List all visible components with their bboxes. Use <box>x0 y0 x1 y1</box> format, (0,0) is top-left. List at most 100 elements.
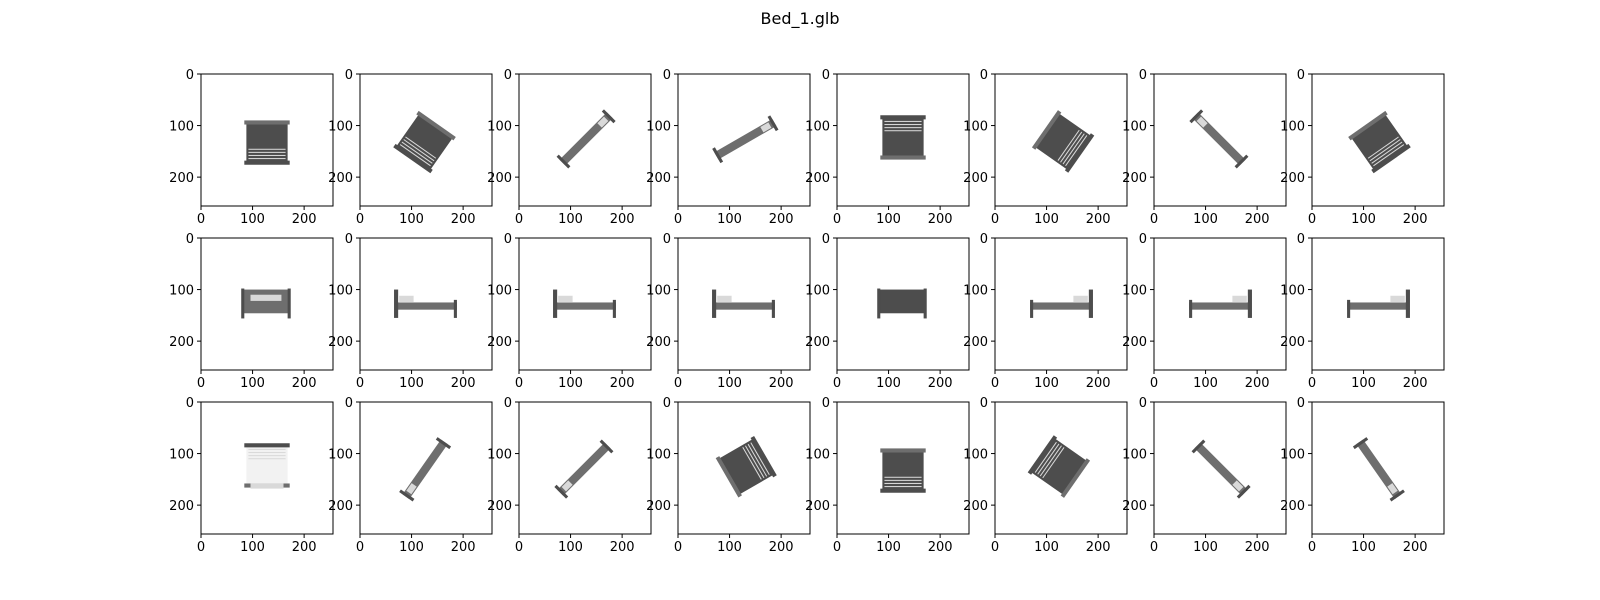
x-tick-label: 100 <box>558 212 583 227</box>
y-tick-label: 200 <box>1122 499 1147 514</box>
y-tick-label: 200 <box>1280 171 1305 186</box>
x-tick-label: 100 <box>717 212 742 227</box>
y-tick-label: 100 <box>1122 448 1147 463</box>
x-tick-label: 200 <box>292 376 317 391</box>
x-tick-label: 0 <box>356 212 364 227</box>
x-tick-label: 0 <box>515 212 523 227</box>
y-tick-label: 200 <box>1122 171 1147 186</box>
y-tick-label: 200 <box>646 499 671 514</box>
bed-render: bed-side-5 <box>1189 289 1252 318</box>
y-tick-label: 0 <box>504 396 512 411</box>
y-tick-label: 200 <box>1122 335 1147 350</box>
image-axes: bed-iso-3 0 100 200 0 100 200 <box>646 68 811 227</box>
x-tick-label: 0 <box>1308 376 1316 391</box>
x-tick-label: 200 <box>292 212 317 227</box>
y-tick-label: 0 <box>980 396 988 411</box>
axes-frame <box>1311 401 1445 535</box>
image-axes: bed-side-2 0 100 200 0 100 200 <box>487 232 652 391</box>
y-tick-label: 0 <box>663 232 671 247</box>
x-tick-label: 100 <box>717 540 742 555</box>
x-tick-label: 0 <box>197 212 205 227</box>
image-axes: bed-under-4 0 100 200 0 100 200 <box>963 396 1128 555</box>
x-tick-label: 0 <box>674 376 682 391</box>
image-axes: bed-under-2 0 100 200 0 100 200 <box>487 396 652 555</box>
image-axes: bed-iso-1 0 100 200 0 100 200 <box>328 68 493 227</box>
axes-frame <box>994 401 1128 535</box>
y-tick-label: 100 <box>328 120 353 135</box>
y-tick-label: 0 <box>663 68 671 83</box>
axes-frame <box>994 73 1128 207</box>
x-tick-label: 100 <box>399 376 424 391</box>
y-tick-label: 100 <box>328 448 353 463</box>
y-tick-label: 200 <box>805 171 830 186</box>
image-axes: bed-side-front 0 100 200 0 100 200 <box>169 232 334 391</box>
y-tick-label: 100 <box>963 284 988 299</box>
axes-frame <box>994 237 1128 371</box>
x-tick-label: 100 <box>1351 540 1376 555</box>
y-tick-label: 100 <box>646 120 671 135</box>
axes-frame <box>200 401 334 535</box>
y-tick-label: 200 <box>169 171 194 186</box>
y-tick-label: 200 <box>328 335 353 350</box>
x-tick-label: 0 <box>833 376 841 391</box>
y-tick-label: 100 <box>805 120 830 135</box>
image-axes: bed-side-back 0 100 200 0 100 200 <box>805 232 970 391</box>
image-axes: bed-iso-4 0 100 200 0 100 200 <box>963 68 1128 227</box>
y-tick-label: 100 <box>169 284 194 299</box>
x-tick-label: 0 <box>674 212 682 227</box>
image-axes: bed-iso-5 0 100 200 0 100 200 <box>1122 68 1287 227</box>
image-axes: bed-side-3 0 100 200 0 100 200 <box>646 232 811 391</box>
x-tick-label: 100 <box>717 376 742 391</box>
y-tick-label: 200 <box>487 499 512 514</box>
x-tick-label: 0 <box>674 540 682 555</box>
bed-render: bed-top-front <box>244 120 290 165</box>
y-tick-label: 100 <box>487 120 512 135</box>
image-axes: bed-top-back 0 100 200 0 100 200 <box>805 68 970 227</box>
y-tick-label: 0 <box>822 396 830 411</box>
image-axes: bed-side-4 0 100 200 0 100 200 <box>963 232 1128 391</box>
bed-render: bed-side-back <box>877 288 927 319</box>
x-tick-label: 200 <box>769 212 794 227</box>
y-tick-label: 200 <box>963 499 988 514</box>
y-tick-label: 100 <box>805 284 830 299</box>
x-tick-label: 0 <box>991 540 999 555</box>
x-tick-label: 100 <box>399 540 424 555</box>
bed-render: bed-under-6 <box>1352 437 1405 502</box>
x-tick-label: 0 <box>197 540 205 555</box>
y-tick-label: 100 <box>963 448 988 463</box>
x-tick-label: 0 <box>515 540 523 555</box>
axes-frame <box>677 401 811 535</box>
y-tick-label: 100 <box>169 120 194 135</box>
axes-frame <box>359 401 493 535</box>
image-axes: bed-under-5 0 100 200 0 100 200 <box>1122 396 1287 555</box>
y-tick-label: 0 <box>345 396 353 411</box>
x-tick-label: 100 <box>558 540 583 555</box>
axes-frame <box>836 73 970 207</box>
axes-frame <box>200 237 334 371</box>
bed-render: bed-iso-2 <box>556 109 616 169</box>
y-tick-label: 200 <box>1280 499 1305 514</box>
bed-render: bed-side-2 <box>553 289 616 318</box>
y-tick-label: 100 <box>1122 120 1147 135</box>
axes-frame <box>677 73 811 207</box>
axes-frame <box>200 73 334 207</box>
x-tick-label: 0 <box>1150 212 1158 227</box>
y-tick-label: 100 <box>646 448 671 463</box>
y-tick-label: 100 <box>805 448 830 463</box>
x-tick-label: 0 <box>1308 212 1316 227</box>
y-tick-label: 0 <box>504 68 512 83</box>
image-axes: bed-top-front 0 100 200 0 100 200 <box>169 68 334 227</box>
x-tick-label: 100 <box>240 540 265 555</box>
y-tick-label: 0 <box>186 232 194 247</box>
axes-frame <box>518 73 652 207</box>
bed-render: bed-top-back <box>880 115 926 160</box>
bed-render: bed-side-front <box>241 288 291 319</box>
x-tick-label: 100 <box>876 376 901 391</box>
bed-render: bed-iso-3 <box>712 115 779 164</box>
axes-frame <box>836 237 970 371</box>
axes-frame <box>1153 401 1287 535</box>
x-tick-label: 200 <box>610 376 635 391</box>
x-tick-label: 200 <box>610 212 635 227</box>
image-axes: bed-under-6 0 100 200 0 100 200 <box>1280 396 1445 555</box>
x-tick-label: 100 <box>1034 212 1059 227</box>
